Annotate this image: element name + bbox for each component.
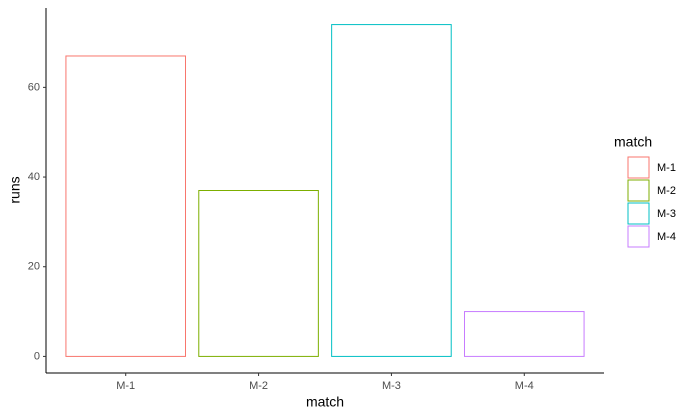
x-tick-label: M-1 (116, 380, 135, 392)
legend-key (627, 156, 650, 179)
legend-key (627, 202, 650, 225)
x-tick-label: M-3 (382, 380, 401, 392)
legend-label: M-2 (657, 185, 676, 197)
bar (65, 55, 186, 357)
y-tick-label: 20 (28, 261, 40, 273)
x-axis-title: match (306, 394, 344, 410)
bar (331, 24, 452, 357)
y-tick-label: 60 (28, 81, 40, 93)
bar (464, 311, 585, 357)
y-tick-label: 40 (28, 171, 40, 183)
y-axis-title: runs (7, 176, 23, 203)
legend-label: M-1 (657, 162, 676, 174)
legend-key (627, 179, 650, 202)
x-tick-label: M-4 (515, 380, 534, 392)
legend-title: match (614, 134, 652, 150)
bar (198, 190, 319, 357)
legend-label: M-3 (657, 208, 676, 220)
legend-label: M-4 (657, 231, 676, 243)
legend-key (627, 225, 650, 248)
y-tick-label: 0 (34, 350, 40, 362)
x-tick-label: M-2 (249, 380, 268, 392)
